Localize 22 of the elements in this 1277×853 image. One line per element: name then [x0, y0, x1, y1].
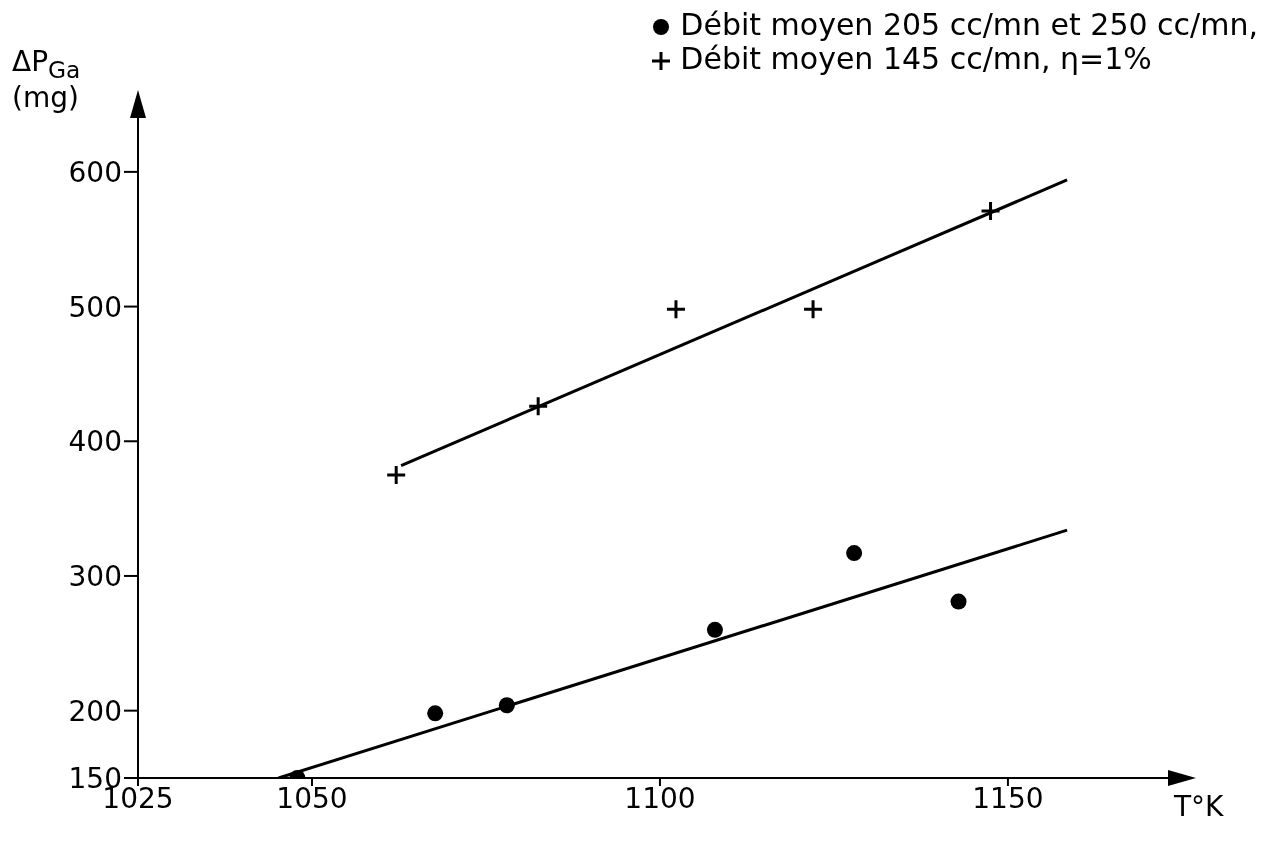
x-axis-title: T°K	[1174, 790, 1224, 823]
point	[846, 545, 863, 562]
point	[427, 705, 444, 722]
y-tick-label: 500	[68, 290, 122, 324]
point	[706, 621, 723, 638]
legend-label: Débit moyen 145 cc/mn, η=1%	[680, 41, 1152, 76]
y-tick-label: 300	[68, 559, 122, 593]
point	[980, 200, 1002, 222]
y-tick-label: 200	[68, 694, 122, 728]
y-axis-title: ΔP$_{Ga}$ (mg)	[12, 45, 82, 114]
point	[950, 593, 967, 610]
point	[498, 697, 515, 714]
point	[665, 298, 687, 320]
x-tick-label: 1150	[972, 781, 1044, 815]
point	[385, 464, 407, 486]
x-tick-label: 1050	[276, 781, 348, 815]
y-tick-label: 400	[68, 425, 122, 459]
x-tick-label: 1100	[624, 781, 696, 815]
point	[802, 298, 824, 320]
point	[527, 395, 549, 417]
legend-label: Débit moyen 205 cc/mn et 250 cc/mn,	[680, 7, 1258, 42]
y-tick-label: 600	[68, 155, 122, 189]
